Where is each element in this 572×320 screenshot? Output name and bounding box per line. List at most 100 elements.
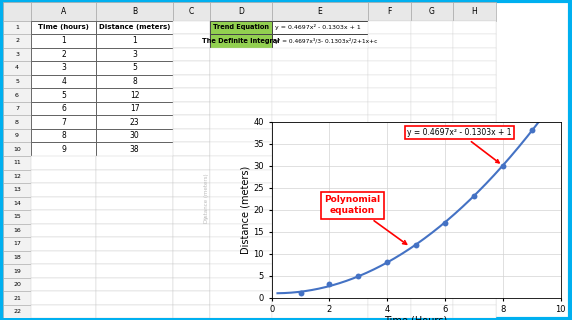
Bar <box>453 291 495 305</box>
Bar <box>173 20 209 34</box>
Bar <box>453 34 495 48</box>
Bar <box>272 305 368 318</box>
Bar <box>31 20 96 34</box>
Bar <box>209 278 272 291</box>
Bar <box>368 61 411 75</box>
Bar <box>31 48 96 61</box>
Bar <box>453 224 495 237</box>
Text: D: D <box>238 7 244 16</box>
Point <box>440 220 450 225</box>
Text: 11: 11 <box>13 160 21 165</box>
Text: 1: 1 <box>15 25 19 30</box>
Bar <box>272 196 368 210</box>
Bar <box>209 20 272 34</box>
Bar <box>368 20 411 34</box>
Bar <box>453 264 495 278</box>
Bar <box>411 251 453 264</box>
Bar <box>411 61 453 75</box>
Bar <box>453 183 495 196</box>
Text: y: y <box>204 215 209 219</box>
Bar <box>368 183 411 196</box>
Bar <box>368 156 411 170</box>
Bar <box>173 129 209 142</box>
Bar <box>453 116 495 129</box>
Bar <box>411 291 453 305</box>
Bar <box>31 264 96 278</box>
Bar <box>453 278 495 291</box>
Bar <box>368 224 411 237</box>
Bar <box>411 237 453 251</box>
Bar <box>173 170 209 183</box>
Text: G: G <box>429 7 435 16</box>
Bar <box>368 210 411 224</box>
Bar <box>453 251 495 264</box>
Bar <box>411 48 453 61</box>
Bar <box>31 196 96 210</box>
Bar <box>3 210 31 224</box>
Bar <box>173 251 209 264</box>
Bar <box>3 224 31 237</box>
Bar <box>209 305 272 318</box>
Bar <box>453 251 495 264</box>
Bar <box>368 278 411 291</box>
Bar <box>411 305 453 318</box>
Bar <box>173 224 209 237</box>
Bar <box>453 170 495 183</box>
Bar <box>411 156 453 170</box>
Bar <box>173 2 209 20</box>
Bar <box>453 196 495 210</box>
Bar <box>411 116 453 129</box>
Bar <box>31 156 96 170</box>
Bar <box>3 156 31 170</box>
Bar <box>209 34 272 48</box>
Bar <box>96 156 173 170</box>
Bar <box>272 75 368 88</box>
Bar <box>368 237 411 251</box>
Bar <box>368 196 411 210</box>
Bar <box>31 224 96 237</box>
Bar <box>368 48 411 61</box>
Bar <box>31 142 96 156</box>
Bar <box>272 264 368 278</box>
Bar <box>272 142 368 156</box>
Bar <box>453 237 495 251</box>
Text: 15: 15 <box>13 214 21 220</box>
Bar <box>453 34 495 48</box>
Bar <box>368 61 411 75</box>
Bar <box>173 210 209 224</box>
Bar <box>31 75 96 88</box>
Bar <box>96 88 173 102</box>
Bar <box>368 264 411 278</box>
Bar <box>453 196 495 210</box>
Text: y = 0.4697x² - 0.1303x + 1: y = 0.4697x² - 0.1303x + 1 <box>407 128 512 163</box>
Bar <box>368 34 411 48</box>
Bar <box>96 75 173 88</box>
Bar <box>173 264 209 278</box>
Bar <box>272 210 368 224</box>
Text: 8: 8 <box>61 131 66 140</box>
Bar <box>411 170 453 183</box>
Bar <box>453 305 495 318</box>
Bar <box>411 183 453 196</box>
Bar <box>209 102 272 116</box>
Bar <box>209 291 272 305</box>
Bar <box>411 34 453 48</box>
Bar <box>173 48 209 61</box>
Bar <box>411 34 453 48</box>
Bar <box>173 305 209 318</box>
Bar <box>31 102 96 116</box>
Bar <box>173 102 209 116</box>
Bar <box>368 210 411 224</box>
Bar <box>209 278 272 291</box>
Bar <box>209 2 272 20</box>
Text: 3: 3 <box>61 63 66 73</box>
Bar <box>453 129 495 142</box>
Bar <box>272 142 368 156</box>
Bar <box>31 237 96 251</box>
Bar <box>31 291 96 305</box>
Bar <box>272 291 368 305</box>
Bar <box>209 170 272 183</box>
Text: The Definite Integral: The Definite Integral <box>202 38 280 44</box>
Bar <box>272 88 368 102</box>
Text: 4: 4 <box>61 77 66 86</box>
